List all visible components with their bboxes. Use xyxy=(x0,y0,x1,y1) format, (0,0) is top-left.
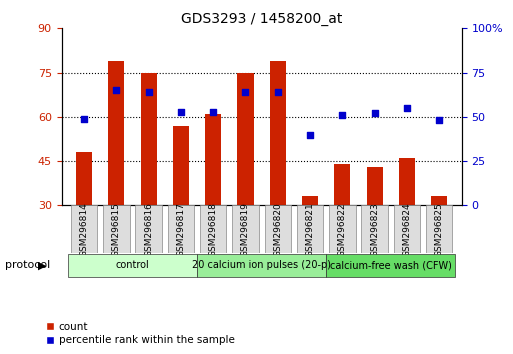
Point xyxy=(435,118,443,123)
Point xyxy=(80,116,88,121)
Text: GSM296818: GSM296818 xyxy=(209,202,218,257)
Legend: count, percentile rank within the sample: count, percentile rank within the sample xyxy=(46,322,234,345)
Point xyxy=(370,110,379,116)
Bar xyxy=(431,196,447,205)
Text: GSM296821: GSM296821 xyxy=(306,202,314,257)
Point xyxy=(403,105,411,111)
Text: GSM296814: GSM296814 xyxy=(80,202,89,257)
Text: GSM296823: GSM296823 xyxy=(370,202,379,257)
FancyBboxPatch shape xyxy=(232,205,259,253)
FancyBboxPatch shape xyxy=(326,254,455,277)
Text: ▶: ▶ xyxy=(37,261,46,270)
Bar xyxy=(302,196,318,205)
FancyBboxPatch shape xyxy=(426,205,452,253)
FancyBboxPatch shape xyxy=(135,205,162,253)
FancyBboxPatch shape xyxy=(297,205,323,253)
Text: GSM296819: GSM296819 xyxy=(241,202,250,257)
Text: GSM296817: GSM296817 xyxy=(176,202,186,257)
Text: GSM296820: GSM296820 xyxy=(273,202,282,257)
Text: GSM296824: GSM296824 xyxy=(402,202,411,257)
Text: GSM296816: GSM296816 xyxy=(144,202,153,257)
Text: GSM296822: GSM296822 xyxy=(338,202,347,257)
Text: 20 calcium ion pulses (20-p): 20 calcium ion pulses (20-p) xyxy=(192,260,331,270)
Text: protocol: protocol xyxy=(5,261,50,270)
Point xyxy=(177,109,185,114)
Point xyxy=(306,132,314,137)
Bar xyxy=(173,126,189,205)
FancyBboxPatch shape xyxy=(71,205,97,253)
Text: GSM296815: GSM296815 xyxy=(112,202,121,257)
Text: control: control xyxy=(115,260,149,270)
Point xyxy=(242,89,250,95)
Text: calcium-free wash (CFW): calcium-free wash (CFW) xyxy=(330,260,451,270)
FancyBboxPatch shape xyxy=(393,205,420,253)
FancyBboxPatch shape xyxy=(103,205,130,253)
Text: GSM296825: GSM296825 xyxy=(435,202,444,257)
Bar xyxy=(334,164,350,205)
Bar xyxy=(238,73,253,205)
Bar xyxy=(205,114,221,205)
FancyBboxPatch shape xyxy=(68,254,197,277)
Bar xyxy=(76,152,92,205)
Point xyxy=(273,89,282,95)
Bar xyxy=(399,158,415,205)
Title: GDS3293 / 1458200_at: GDS3293 / 1458200_at xyxy=(181,12,342,26)
FancyBboxPatch shape xyxy=(329,205,356,253)
FancyBboxPatch shape xyxy=(197,254,326,277)
Point xyxy=(338,112,346,118)
Point xyxy=(112,87,121,93)
FancyBboxPatch shape xyxy=(265,205,291,253)
Bar xyxy=(366,167,383,205)
FancyBboxPatch shape xyxy=(361,205,388,253)
Point xyxy=(209,109,218,114)
Bar xyxy=(141,73,157,205)
FancyBboxPatch shape xyxy=(200,205,226,253)
FancyBboxPatch shape xyxy=(168,205,194,253)
Point xyxy=(145,89,153,95)
Bar xyxy=(108,61,125,205)
Bar xyxy=(270,61,286,205)
